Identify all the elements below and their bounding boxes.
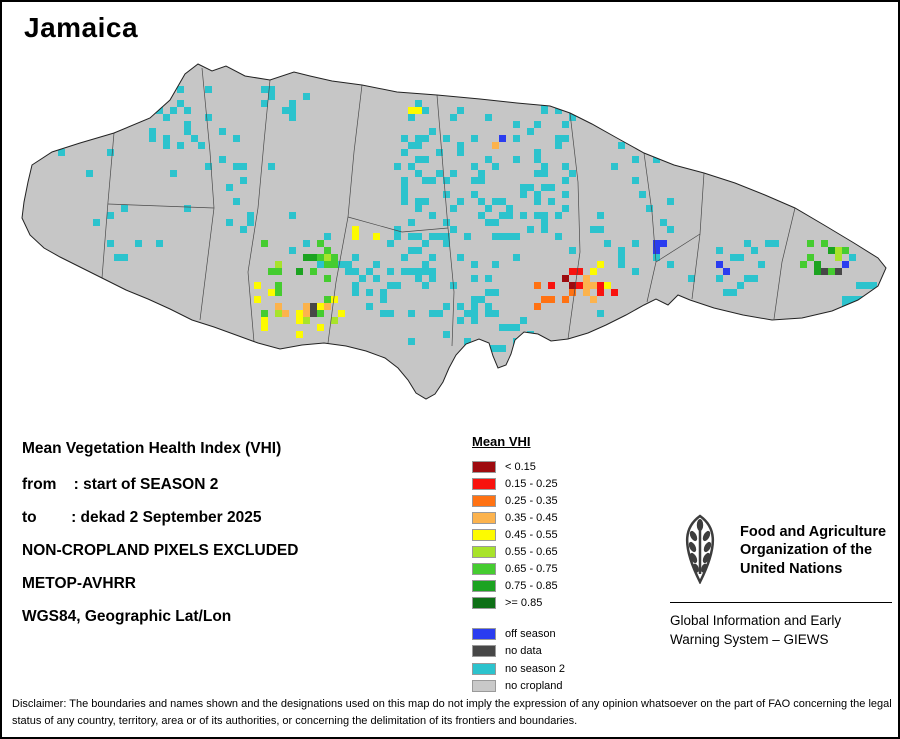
map-info-block: Mean Vegetation Health Index (VHI) from …	[22, 440, 452, 641]
legend-swatch	[472, 680, 496, 693]
jamaica-map-svg	[21, 63, 887, 400]
disclaimer-text: Disclaimer: The boundaries and names sho…	[12, 698, 892, 727]
vhi-heading: Mean Vegetation Health Index (VHI)	[22, 440, 282, 457]
fao-org-name: Food and Agriculture Organization of the…	[740, 524, 887, 577]
legend: Mean VHI < 0.15 0.15 - 0.25 0.25 - 0.35 0.3…	[472, 434, 642, 695]
legend-label: 0.25 - 0.35	[505, 494, 558, 507]
legend-swatch	[472, 645, 496, 658]
legend-swatch	[472, 528, 496, 541]
legend-item: 0.65 - 0.75	[472, 560, 642, 577]
legend-swatch	[472, 596, 496, 609]
legend-title: Mean VHI	[472, 434, 531, 449]
legend-item: 0.55 - 0.65	[472, 543, 642, 560]
giews-label: Global Information and Early Warning Sys…	[670, 613, 842, 647]
legend-swatch	[472, 662, 496, 675]
legend-gap	[472, 611, 642, 625]
legend-swatch	[472, 511, 496, 524]
info-line-from: from : start of SEASON 2	[22, 476, 219, 493]
legend-item: 0.25 - 0.35	[472, 492, 642, 509]
legend-item: < 0.15	[472, 458, 642, 475]
legend-swatch	[472, 477, 496, 490]
legend-swatch	[472, 460, 496, 473]
parish-boundaries	[101, 67, 796, 347]
legend-label: no cropland	[505, 680, 563, 693]
legend-swatch	[472, 494, 496, 507]
fao-logo-icon	[670, 512, 730, 589]
legend-swatch	[472, 545, 496, 558]
legend-item: no season 2	[472, 660, 642, 678]
legend-label: 0.45 - 0.55	[505, 528, 558, 541]
legend-swatch	[472, 627, 496, 640]
legend-item: 0.75 - 0.85	[472, 577, 642, 594]
info-line-to: to : dekad 2 September 2025	[22, 509, 262, 526]
legend-label: off season	[505, 627, 556, 640]
legend-item: no data	[472, 643, 642, 661]
vhi-legend-items: < 0.15 0.15 - 0.25 0.25 - 0.35 0.35 - 0.45 0…	[472, 458, 642, 611]
legend-label: < 0.15	[505, 460, 536, 473]
legend-label: 0.55 - 0.65	[505, 545, 558, 558]
legend-swatch	[472, 562, 496, 575]
legend-label: 0.65 - 0.75	[505, 562, 558, 575]
other-legend-items: off season no data no season 2 no cropland	[472, 625, 642, 695]
page-title: Jamaica	[24, 12, 139, 43]
legend-label: 0.15 - 0.25	[505, 477, 558, 490]
legend-item: >= 0.85	[472, 594, 642, 611]
legend-label: no data	[505, 645, 542, 658]
legend-item: 0.35 - 0.45	[472, 509, 642, 526]
vhi-pixel-cells	[58, 86, 884, 352]
legend-label: >= 0.85	[505, 596, 543, 609]
legend-item: no cropland	[472, 678, 642, 696]
jamaica-map	[2, 2, 898, 432]
info-line-noncropland: NON-CROPLAND PIXELS EXCLUDED	[22, 542, 299, 559]
legend-item: 0.15 - 0.25	[472, 475, 642, 492]
legend-label: 0.35 - 0.45	[505, 511, 558, 524]
legend-label: no season 2	[505, 662, 565, 675]
info-line-projection: WGS84, Geographic Lat/Lon	[22, 608, 232, 625]
fao-block: Food and Agriculture Organization of the…	[670, 512, 892, 650]
legend-item: 0.45 - 0.55	[472, 526, 642, 543]
legend-label: 0.75 - 0.85	[505, 579, 558, 592]
info-line-sensor: METOP-AVHRR	[22, 575, 136, 592]
legend-item: off season	[472, 625, 642, 643]
fao-divider	[670, 602, 892, 603]
coastline	[21, 63, 887, 400]
legend-swatch	[472, 579, 496, 592]
